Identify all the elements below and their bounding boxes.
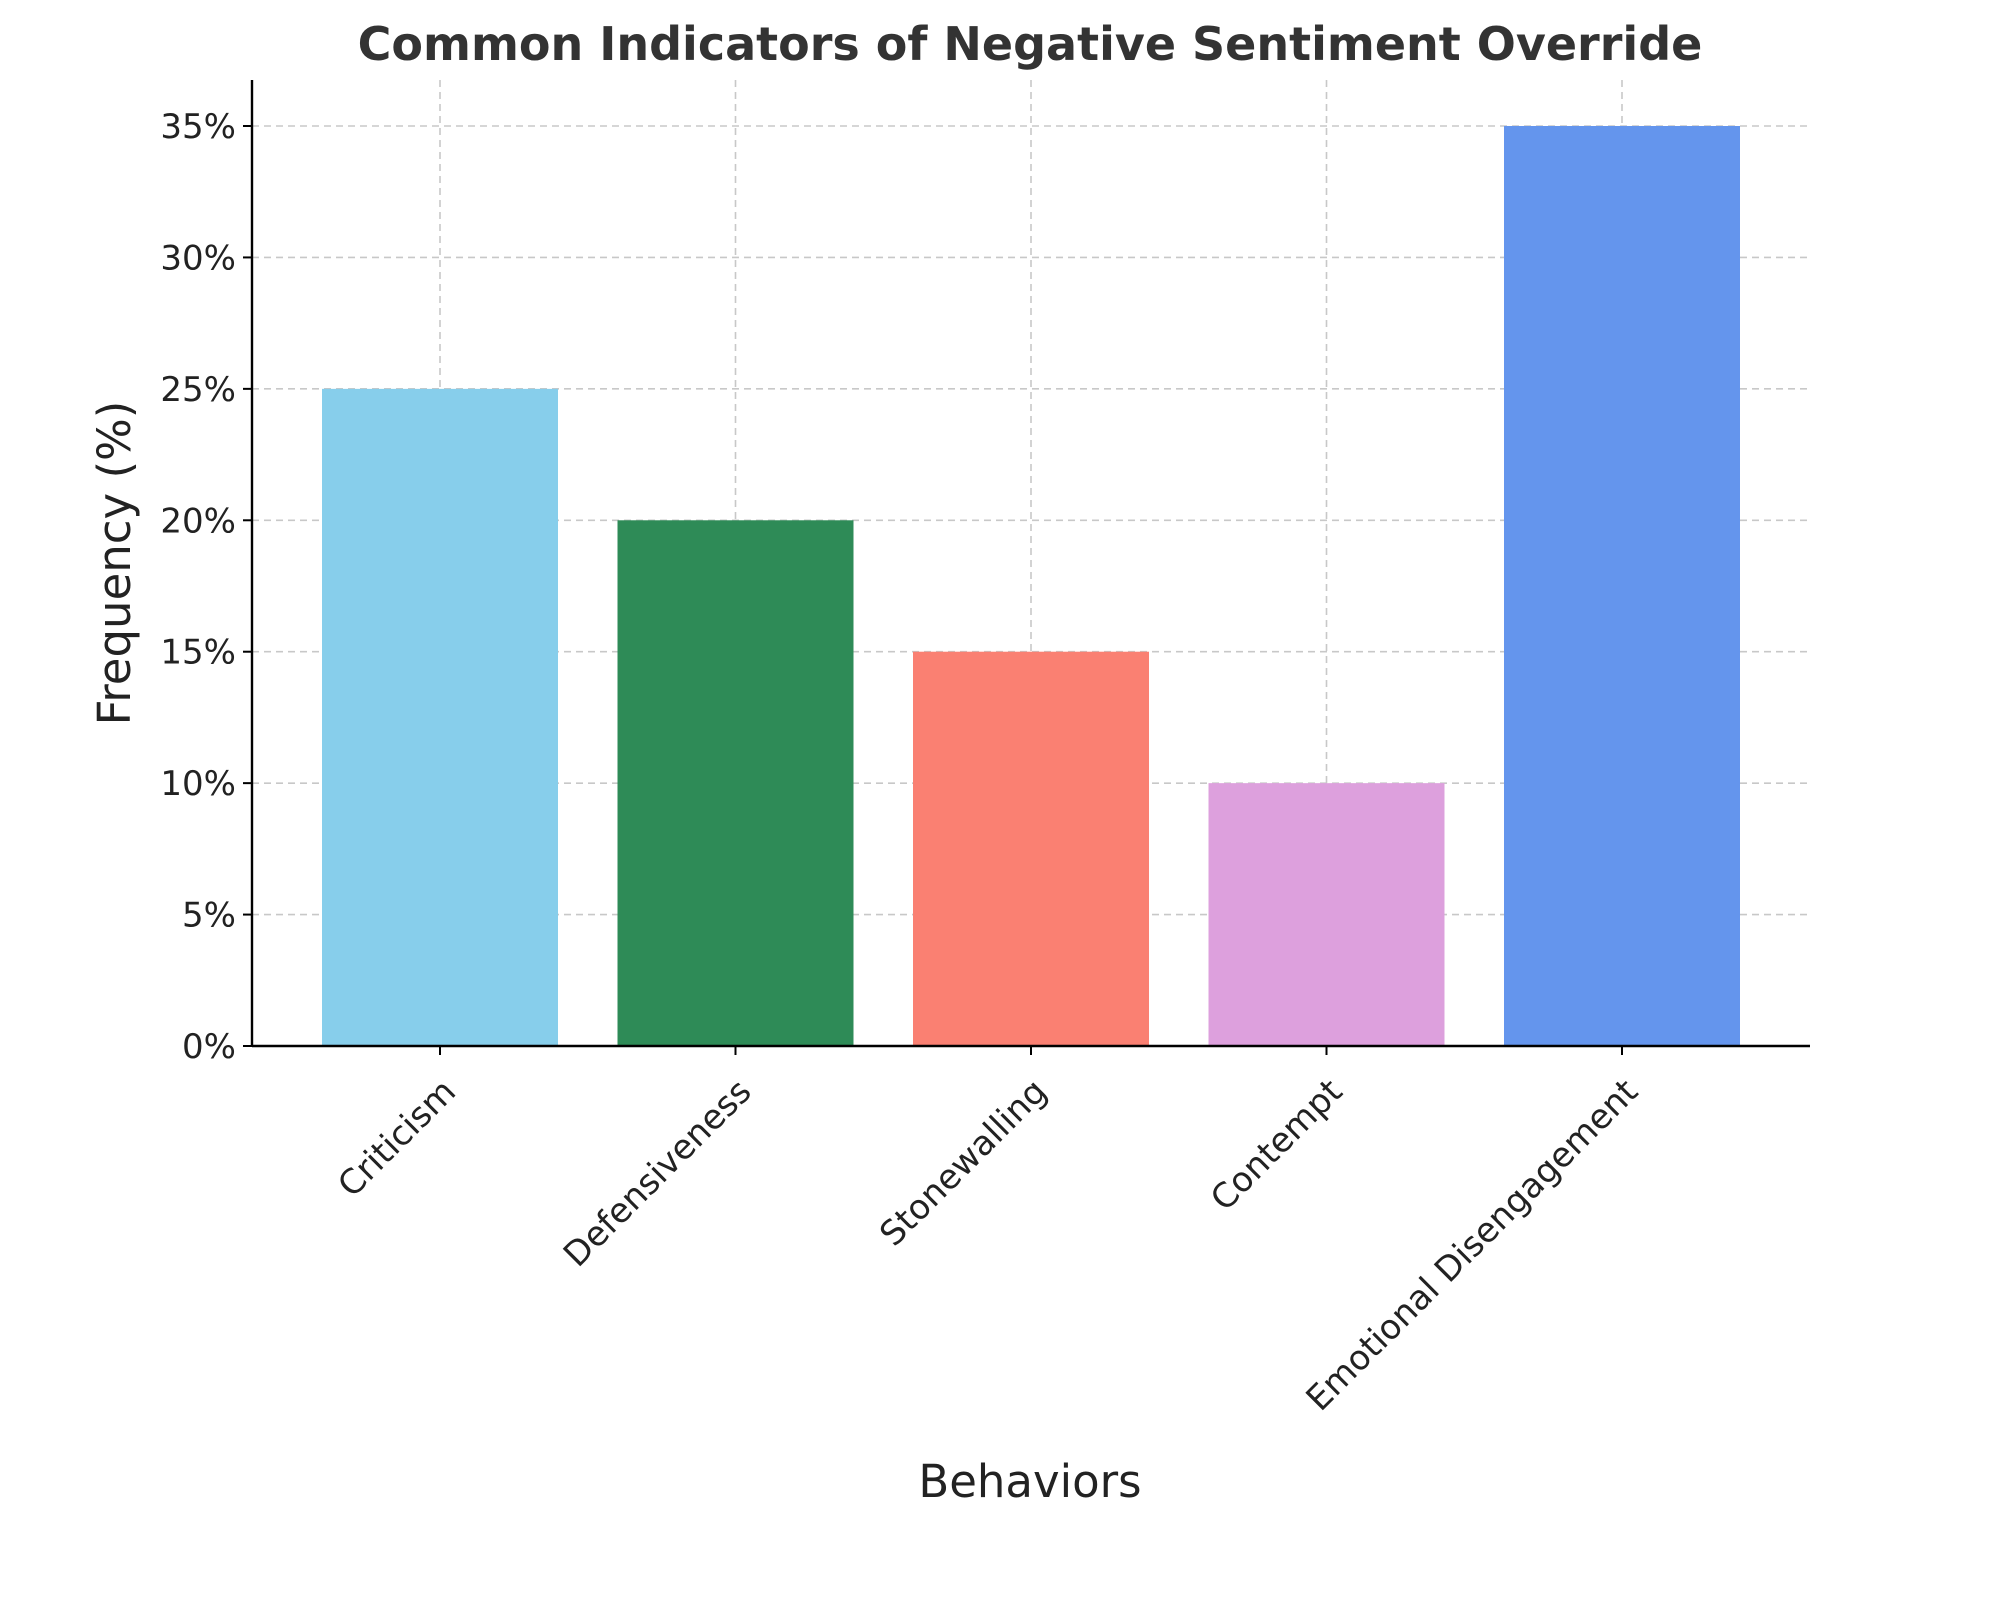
x-axis-ticks: Criticism Defensiveness Stonewalling Contem… [330,1046,1646,1419]
x-tick-label: Stonewalling [872,1072,1055,1255]
x-tick-label: Contempt [1203,1072,1350,1219]
chart-title: Common Indicators of Negative Sentiment … [358,17,1703,71]
x-tick-label: Criticism [330,1072,464,1206]
bars-layer [322,126,1740,1046]
y-tick-label: 10% [160,764,236,804]
y-tick-label: 30% [160,238,236,278]
y-axis-label: Frequency (%) [88,401,141,726]
bar-emotional-disengagement [1504,126,1740,1046]
bar-stonewalling [913,651,1149,1046]
y-tick-label: 0% [182,1027,236,1067]
x-tick-label: Defensiveness [556,1072,759,1275]
x-tick-label: Emotional Disengagement [1299,1072,1646,1419]
y-tick-label: 5% [182,896,236,936]
y-tick-label: 25% [160,370,236,410]
y-axis-ticks: 0% 5% 10% 15% 20% 25% 30% 35% [160,107,252,1067]
bar-defensiveness [617,520,854,1046]
bar-contempt [1208,783,1445,1046]
y-tick-label: 20% [160,501,236,541]
y-tick-label: 15% [160,633,236,673]
x-axis-label: Behaviors [918,1455,1141,1508]
bar-criticism [322,388,558,1046]
y-tick-label: 35% [160,107,236,147]
